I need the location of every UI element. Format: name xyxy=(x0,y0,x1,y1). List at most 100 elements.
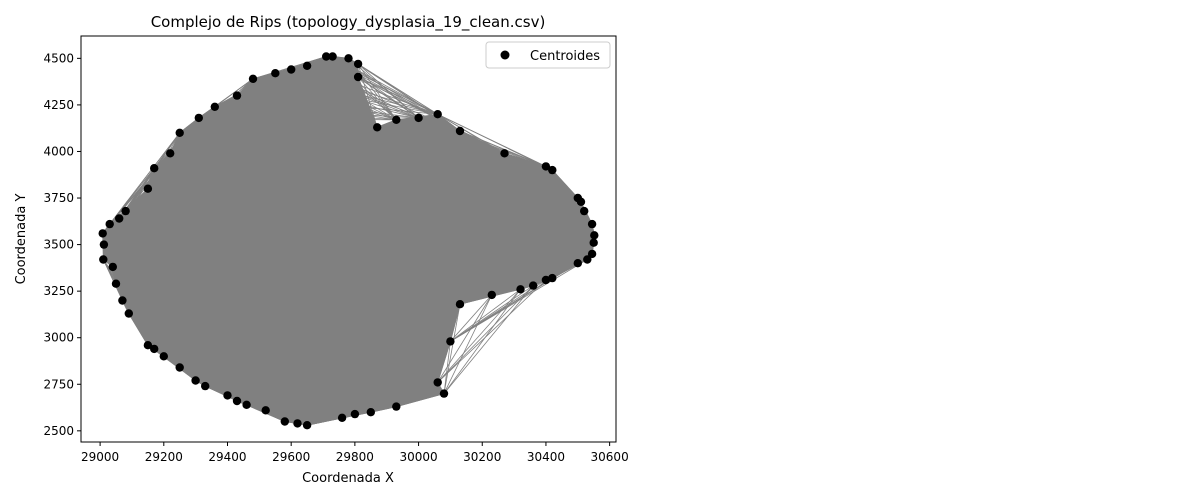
rips-edge xyxy=(246,382,438,406)
x-tick-label: 30000 xyxy=(399,450,437,464)
rips-edge xyxy=(169,69,292,154)
rips-edge xyxy=(377,126,460,132)
rips-edge xyxy=(195,380,397,408)
y-tick-label: 3500 xyxy=(43,238,74,252)
y-tick-label: 4500 xyxy=(43,51,74,65)
centroid-point xyxy=(201,381,210,391)
rips-edge xyxy=(504,153,579,264)
x-tick-label: 30600 xyxy=(591,450,629,464)
rips-edge xyxy=(125,211,130,314)
y-tick-label: 3750 xyxy=(43,191,74,205)
rips-edge xyxy=(443,304,461,394)
rips-edge xyxy=(332,56,359,78)
rips-edge xyxy=(504,153,588,260)
centroid-point xyxy=(529,281,538,290)
centroid-point xyxy=(191,376,200,385)
centroid-point xyxy=(414,113,423,123)
rips-edge xyxy=(348,58,438,115)
rips-edge xyxy=(237,382,438,402)
rips-edge xyxy=(236,63,359,96)
rips-edge xyxy=(147,95,238,189)
rips-edge xyxy=(227,395,371,413)
rips-edge xyxy=(443,294,493,394)
centroid-point xyxy=(573,259,582,268)
rips-edge xyxy=(459,130,547,167)
centroid-point xyxy=(302,421,312,430)
rips-edge xyxy=(551,210,585,279)
centroid-point xyxy=(159,352,168,361)
rips-edge xyxy=(396,393,445,408)
rips-edge xyxy=(198,117,378,128)
rips-edge xyxy=(297,382,438,424)
x-tick-label: 29000 xyxy=(81,450,119,464)
x-tick-label: 29800 xyxy=(336,450,374,464)
rips-edge xyxy=(491,210,585,296)
centroid-point xyxy=(166,149,175,158)
centroid-point xyxy=(124,309,133,318)
legend-box xyxy=(485,41,611,69)
rips-edge xyxy=(179,69,292,134)
centroid-point xyxy=(118,296,127,305)
rips-edge xyxy=(395,303,461,407)
centroid-point xyxy=(573,193,582,203)
x-axis-label: Coordenada X xyxy=(302,471,394,486)
centroid-point xyxy=(232,91,242,100)
centroid-point xyxy=(194,113,203,123)
rips-edge xyxy=(545,166,593,255)
rips-edge xyxy=(121,211,126,301)
centroid-point xyxy=(516,285,525,294)
rips-edge xyxy=(112,210,126,268)
rips-edge xyxy=(112,153,171,268)
rips-edge xyxy=(284,393,445,422)
centroid-point xyxy=(328,52,337,61)
rips-edge xyxy=(396,119,505,154)
centroid-point xyxy=(446,337,455,346)
centroid-point xyxy=(337,413,347,422)
centroid-point xyxy=(500,149,509,158)
rips-edge xyxy=(179,126,378,134)
y-tick-label: 4250 xyxy=(43,98,74,112)
rips-edge xyxy=(532,223,593,286)
rips-edge xyxy=(437,279,547,383)
rips-edge xyxy=(504,153,585,212)
rips-edge xyxy=(125,153,171,212)
rips-edge xyxy=(236,95,378,128)
y-tick-label: 3000 xyxy=(43,331,74,345)
rips-edge xyxy=(532,166,547,286)
rips-edge xyxy=(306,65,461,132)
centroid-point xyxy=(280,417,289,426)
rips-edge xyxy=(504,153,593,255)
centroid-point xyxy=(344,54,353,63)
rips-edge xyxy=(290,69,378,128)
rips-edge xyxy=(275,72,378,128)
centroid-point xyxy=(433,378,442,387)
rips-edge xyxy=(395,341,451,407)
centroid-point xyxy=(287,65,296,74)
rips-edge xyxy=(153,117,200,169)
rips-edges xyxy=(102,56,595,426)
rips-edge xyxy=(325,56,378,128)
rips-edge xyxy=(370,303,461,413)
centroid-point xyxy=(150,344,159,354)
legend-label: Centroides xyxy=(530,49,600,64)
rips-edge xyxy=(357,63,397,121)
rips-edge xyxy=(147,132,181,189)
centroid-point xyxy=(271,69,280,78)
centroid-point xyxy=(590,231,599,240)
centroid-point xyxy=(589,238,598,247)
rips-edge xyxy=(284,382,438,422)
rips-edge xyxy=(147,153,171,189)
centroid-point xyxy=(392,115,401,125)
rips-edge xyxy=(205,385,397,408)
centroid-point xyxy=(261,406,270,415)
rips-edge xyxy=(128,313,149,346)
rips-edge xyxy=(115,188,149,284)
centroid-point xyxy=(548,165,557,175)
x-tick-label: 30200 xyxy=(463,450,501,464)
centroid-point xyxy=(99,240,109,249)
centroid-point xyxy=(353,59,363,69)
centroid-point xyxy=(373,123,382,132)
rips-edge xyxy=(396,382,438,407)
rips-edge xyxy=(348,58,378,128)
rips-edge xyxy=(341,341,451,419)
